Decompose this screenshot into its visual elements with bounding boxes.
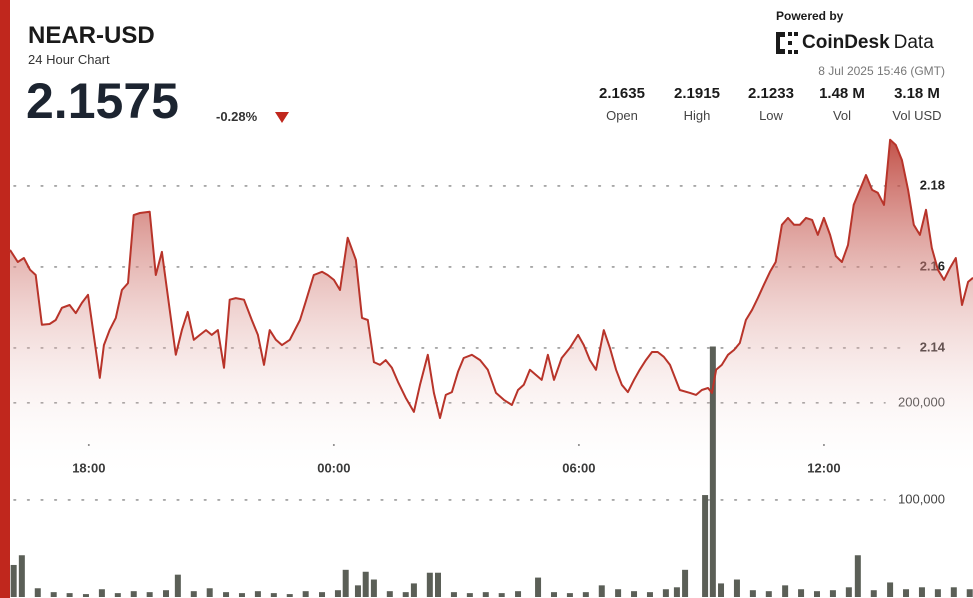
volume-bar xyxy=(749,590,756,597)
volume-bar xyxy=(934,589,941,597)
volume-bar xyxy=(535,577,542,597)
volume-bar xyxy=(410,583,417,597)
volume-bar xyxy=(450,592,457,597)
brand-suffix: Data xyxy=(893,32,934,53)
volume-bar xyxy=(206,588,213,597)
stat-value: 1.48 M xyxy=(819,85,865,102)
symbol: NEAR-USD xyxy=(28,22,155,49)
volume-bar xyxy=(903,589,910,597)
volume-bar xyxy=(174,574,181,597)
change: -0.28% xyxy=(216,109,258,124)
brand: CoinDesk Data xyxy=(802,32,934,54)
volume-bar xyxy=(190,591,197,597)
volume-bar xyxy=(10,564,17,597)
volume-bar xyxy=(319,592,326,597)
volume-bar xyxy=(386,591,393,597)
volume-bar xyxy=(82,594,89,597)
price-area xyxy=(10,139,973,597)
volume-bar xyxy=(550,592,557,597)
brand-logo xyxy=(776,32,798,54)
volume-bar xyxy=(18,555,25,597)
volume-bar xyxy=(435,572,441,597)
volume-bar xyxy=(362,571,369,597)
volume-bar xyxy=(163,590,170,597)
price: 2.1575 xyxy=(26,73,179,129)
volume-bar xyxy=(223,592,230,597)
volume-bar xyxy=(354,585,361,597)
volume-bar xyxy=(662,589,669,597)
volume-bar xyxy=(426,572,433,597)
volume-bar xyxy=(146,592,153,597)
volume-bar xyxy=(615,589,622,597)
volume-bar xyxy=(254,591,261,597)
volume-bar xyxy=(482,592,489,597)
volume-bar xyxy=(718,583,725,597)
volume-bar xyxy=(582,592,589,597)
timestamp: 8 Jul 2025 15:46 (GMT) xyxy=(818,64,945,78)
volume-bar xyxy=(50,592,57,597)
brand-name: CoinDesk xyxy=(802,32,890,53)
stat-label: Vol xyxy=(832,108,852,123)
stat-label: High xyxy=(683,108,711,123)
volume-bar xyxy=(673,587,680,597)
stat-label: Open xyxy=(606,108,638,123)
stat-label: Vol USD xyxy=(892,108,942,123)
volume-bar xyxy=(66,593,73,597)
volume-bar xyxy=(98,589,105,597)
volume-bar xyxy=(682,569,689,597)
volume-bar xyxy=(302,591,309,597)
stat-value: 2.1915 xyxy=(674,85,720,102)
volume-bar xyxy=(845,587,852,597)
volume-bar xyxy=(854,555,861,597)
volume-bar xyxy=(566,593,573,597)
volume-bar xyxy=(765,591,772,597)
down-arrow xyxy=(275,112,289,123)
volume-bar xyxy=(370,579,377,597)
accent-bar xyxy=(0,0,10,598)
volume-bar xyxy=(813,591,820,597)
volume-bar xyxy=(130,591,137,597)
volume-bar xyxy=(966,589,973,597)
volume-bar xyxy=(829,590,836,597)
volume-bar xyxy=(515,591,522,597)
stat-value: 2.1635 xyxy=(599,85,645,102)
stat-value: 2.1233 xyxy=(748,85,794,102)
volume-bar xyxy=(466,593,473,597)
volume-bar xyxy=(887,582,894,597)
volume-bar xyxy=(114,593,121,597)
volume-bar xyxy=(238,593,245,597)
volume-bar xyxy=(342,569,349,597)
volume-bar xyxy=(498,593,505,597)
subtitle: 24 Hour Chart xyxy=(28,52,110,67)
volume-bar xyxy=(870,590,877,597)
volume-bar xyxy=(702,495,709,597)
stat-value: 3.18 M xyxy=(894,85,940,102)
volume-bar xyxy=(782,585,789,597)
volume-bar xyxy=(286,594,293,597)
volume-bar xyxy=(798,589,805,597)
volume-bar xyxy=(598,585,605,597)
volume-bar xyxy=(733,579,740,597)
stat-label: Low xyxy=(759,108,783,123)
volume-bar xyxy=(270,593,277,597)
volume-bar xyxy=(631,591,638,597)
volume-bar xyxy=(334,590,341,597)
volume-bar xyxy=(709,346,716,597)
volume-bar xyxy=(918,587,925,597)
price-line xyxy=(9,138,973,419)
volume-bar xyxy=(646,592,653,597)
volume-bar xyxy=(402,592,409,597)
powered-by: Powered by xyxy=(776,9,844,23)
y-tick-label: 2.18 xyxy=(920,177,945,192)
volume-bar xyxy=(34,588,41,597)
volume-bar xyxy=(950,587,957,597)
